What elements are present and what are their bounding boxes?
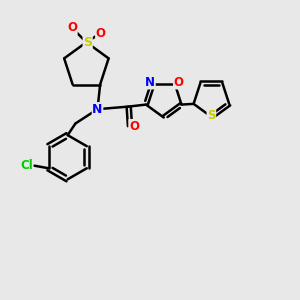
Text: S: S <box>207 109 216 122</box>
Text: N: N <box>92 103 103 116</box>
Text: O: O <box>67 22 77 34</box>
Text: O: O <box>174 76 184 89</box>
Text: S: S <box>83 36 92 49</box>
Text: N: N <box>145 76 155 89</box>
Text: O: O <box>129 120 139 133</box>
Text: Cl: Cl <box>20 159 33 172</box>
Text: O: O <box>96 27 106 40</box>
